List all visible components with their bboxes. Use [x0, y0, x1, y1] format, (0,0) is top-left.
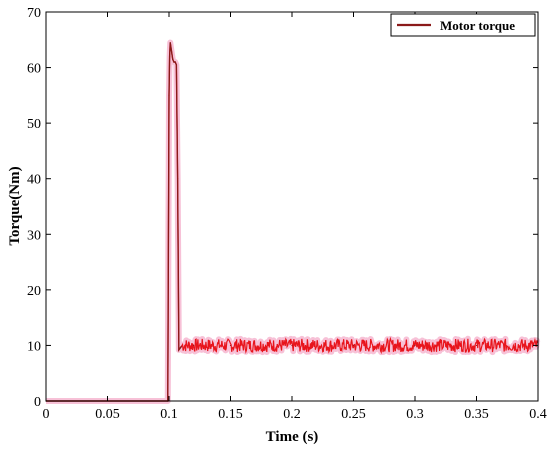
y-axis-label: Torque(Nm): [7, 166, 23, 245]
data-point: [169, 41, 171, 44]
y-tick-label: 70: [27, 6, 41, 21]
data-point: [170, 50, 173, 52]
y-tick-label: 10: [27, 339, 41, 354]
data-point: [291, 344, 293, 347]
y-tick-label: 40: [27, 173, 41, 188]
data-point: [229, 344, 232, 347]
x-tick-label: 0.15: [218, 407, 243, 422]
x-tick-label: 0.35: [464, 407, 489, 422]
y-tick-label: 50: [27, 117, 41, 132]
x-tick: 0.15: [218, 12, 243, 422]
x-tick-label: 0.3: [406, 407, 424, 422]
y-tick: 40: [27, 173, 538, 188]
data-point: [174, 61, 176, 63]
x-tick: 0.25: [341, 12, 366, 422]
y-tick-label: 30: [27, 228, 41, 243]
data-point: [352, 344, 355, 347]
x-tick-label: 0.1: [160, 407, 178, 422]
y-tick-label: 60: [27, 62, 41, 77]
x-tick: 0: [43, 12, 50, 422]
data-point: [180, 345, 182, 348]
data-point: [172, 58, 174, 60]
x-tick: 0.4: [529, 12, 547, 422]
data-point: [168, 94, 170, 96]
x-tick-label: 0: [43, 407, 50, 422]
y-tick: 30: [27, 228, 538, 243]
y-tick-label: 0: [34, 395, 41, 410]
data-point: [177, 178, 179, 180]
y-tick-label: 20: [27, 284, 41, 299]
data-point: [169, 55, 171, 58]
y-tick: 70: [27, 6, 538, 21]
x-tick: 0.1: [160, 12, 178, 422]
data-point: [178, 349, 180, 351]
data-point: [175, 64, 177, 66]
x-tick: 0.2: [283, 12, 301, 422]
y-tick: 10: [27, 339, 538, 354]
x-tick-label: 0.25: [341, 407, 366, 422]
series-layer: [45, 39, 541, 404]
data-point: [475, 344, 478, 347]
y-tick: 50: [27, 117, 538, 132]
y-tick: 20: [27, 284, 538, 299]
x-tick-label: 0.05: [95, 407, 120, 422]
data-point: [414, 344, 416, 347]
axes-layer: 0 0.05 0.1 0.15 0.2 0.25 0.3 0.35 0.4 0 10 20 30 40 50…: [27, 6, 547, 422]
y-tick: 0: [34, 395, 538, 410]
data-point: [193, 344, 195, 347]
x-axis-label: Time (s): [266, 429, 319, 445]
y-tick: 60: [27, 62, 538, 77]
legend-label: Motor torque: [440, 18, 515, 33]
data-point: [173, 61, 175, 63]
x-tick: 0.05: [95, 12, 120, 422]
legend-box: [390, 13, 536, 37]
x-tick-label: 0.2: [283, 407, 301, 422]
x-tick-label: 0.4: [529, 407, 547, 422]
legend: Motor torque: [390, 13, 536, 37]
series-line: [46, 42, 539, 402]
